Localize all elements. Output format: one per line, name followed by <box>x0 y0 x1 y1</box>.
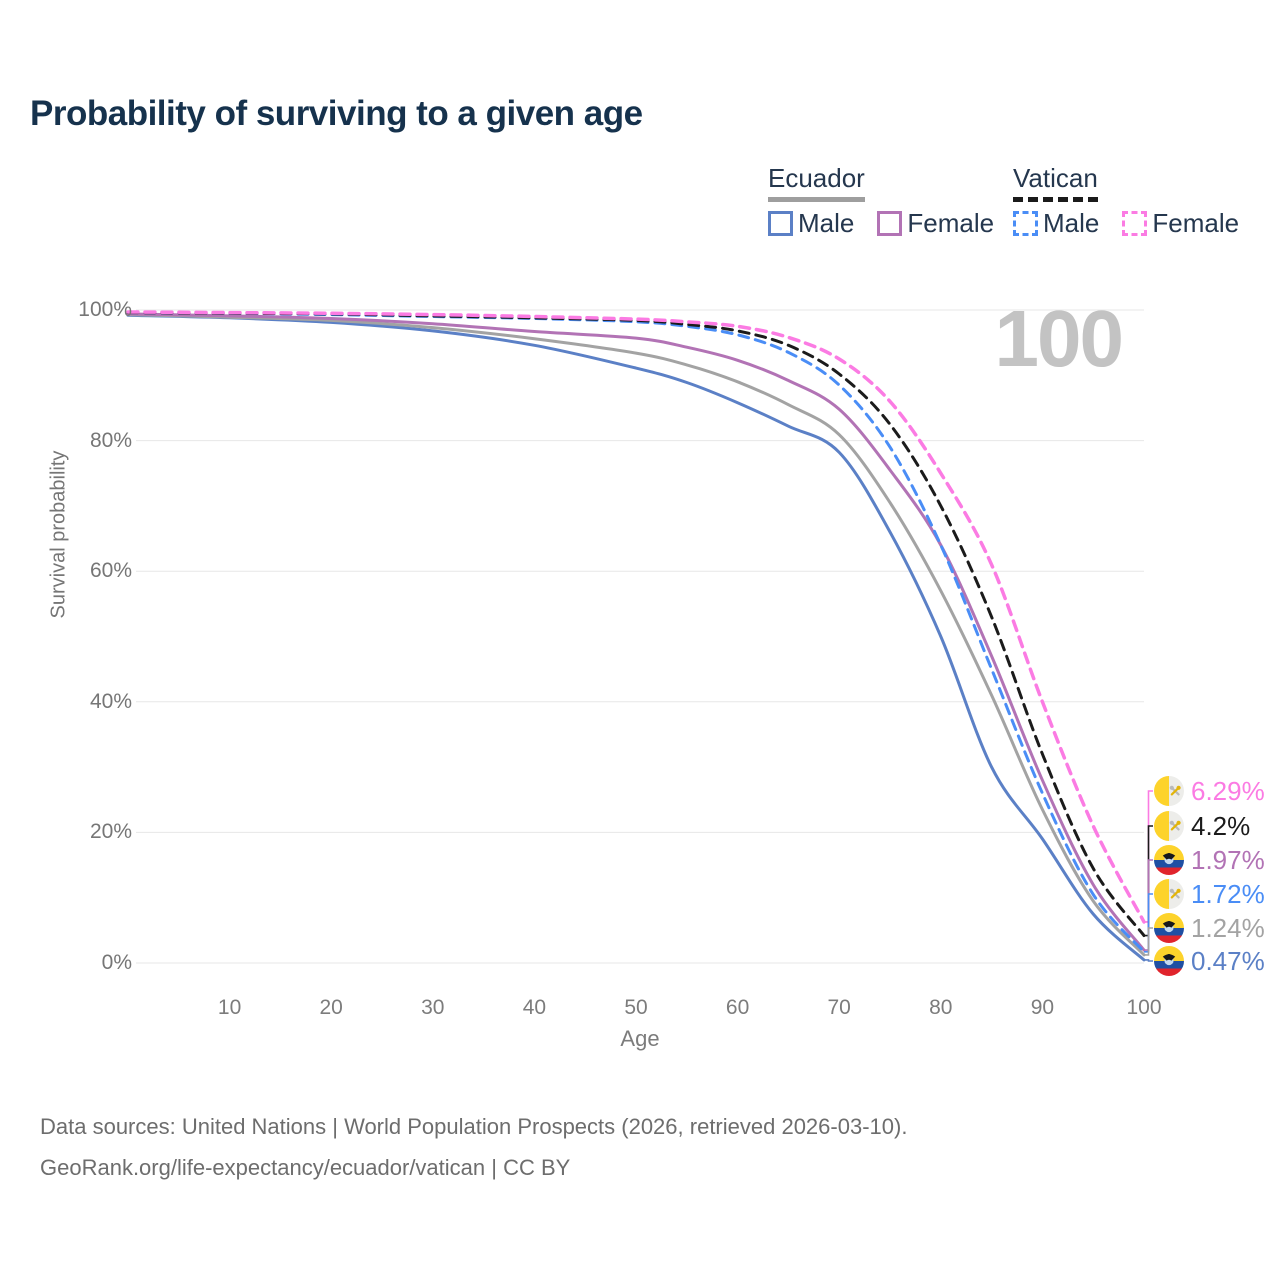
end-value: 1.97% <box>1191 845 1265 875</box>
end-value: 0.47% <box>1191 946 1265 976</box>
y-tick-label: 0% <box>101 951 132 974</box>
x-tick-label: 70 <box>827 996 851 1019</box>
end-label-leader-line <box>1144 893 1153 953</box>
legend-label: Female <box>1152 208 1240 238</box>
series-line-vatican[interactable] <box>126 311 1146 938</box>
end-value: 1.72% <box>1191 879 1265 909</box>
ecuador-flag-icon <box>1154 946 1184 976</box>
series-line-ecuador[interactable] <box>126 313 1146 957</box>
survival-curves-svg <box>126 309 1153 964</box>
footer-line-attribution: GeoRank.org/life-expectancy/ecuador/vati… <box>40 1155 571 1180</box>
ecuador-flag-icon <box>1154 913 1184 943</box>
end-value: 4.2% <box>1191 811 1251 841</box>
x-tick-label: 20 <box>319 996 343 1019</box>
legend-label: Male <box>1043 208 1100 238</box>
x-tick-label: 40 <box>522 996 547 1019</box>
x-tick-label: 10 <box>217 996 242 1019</box>
legend-item-vatican-female[interactable]: Female <box>1122 208 1240 238</box>
y-tick-label: 20% <box>89 820 132 844</box>
end-label-vatican-male: 1.72% <box>1154 879 1265 909</box>
end-label-ecuador-male: 0.47% <box>1154 946 1265 976</box>
end-label-ecuador-total: 1.24% <box>1154 913 1265 943</box>
x-tick-label: 80 <box>929 996 953 1019</box>
x-tick-label: 100 <box>1126 996 1162 1019</box>
y-tick-label: 80% <box>89 428 132 452</box>
series-line-vatican-male[interactable] <box>126 311 1146 954</box>
legend-key-vatican-male[interactable] <box>1013 211 1038 236</box>
legend-item-vatican-male[interactable]: Male <box>1013 208 1100 238</box>
chart-title: Probability of surviving to a given age <box>30 94 643 133</box>
data-sources-footer: Data sources: United Nations | World Pop… <box>40 1106 907 1188</box>
x-tick-label: 30 <box>421 996 445 1019</box>
y-tick-label: 60% <box>89 559 132 583</box>
legend-group-ecuador: Ecuador Male Female <box>768 163 994 236</box>
y-tick-label: 40% <box>89 689 132 713</box>
vatican-flag-icon <box>1154 879 1184 909</box>
x-axis-title: Age <box>620 1026 660 1051</box>
legend-label: Female <box>907 208 995 238</box>
legend-key-ecuador-male[interactable] <box>768 211 793 236</box>
footer-line-sources: Data sources: United Nations | World Pop… <box>40 1114 908 1139</box>
end-label-leader-line <box>1144 959 1153 962</box>
x-tick-label: 90 <box>1030 996 1055 1019</box>
chart-plot-area: 100 Survival probability Age 6.29% 4.2% … <box>47 294 1265 1051</box>
y-axis-title: Survival probability <box>47 450 70 619</box>
series-line-ecuador-female[interactable] <box>126 312 1146 952</box>
y-tick-label: 100% <box>78 298 132 321</box>
series-line-vatican-female[interactable] <box>126 310 1146 924</box>
legend-label: Male <box>798 208 855 238</box>
end-label-ecuador-female: 1.97% <box>1154 845 1265 875</box>
legend-key-ecuador-female[interactable] <box>877 211 903 236</box>
legend-key-vatican-female[interactable] <box>1122 211 1148 236</box>
end-label-leader-line <box>1144 927 1153 956</box>
age-counter-watermark: 100 <box>994 294 1124 383</box>
legend-item-ecuador-female[interactable]: Female <box>877 208 995 238</box>
end-value: 6.29% <box>1191 776 1265 806</box>
legend-country-ecuador[interactable]: Ecuador <box>768 163 865 202</box>
legend-group-vatican: Vatican Male Female <box>1013 163 1239 236</box>
end-label-vatican-total: 4.2% <box>1154 811 1250 841</box>
vatican-flag-icon <box>1154 811 1184 841</box>
legend-country-vatican[interactable]: Vatican <box>1013 163 1098 202</box>
end-label-vatican-female: 6.29% <box>1154 776 1265 806</box>
end-value: 1.24% <box>1191 913 1265 943</box>
ecuador-flag-icon <box>1154 845 1184 875</box>
vatican-flag-icon <box>1154 776 1184 806</box>
series-line-ecuador-male[interactable] <box>126 313 1146 962</box>
x-tick-label: 50 <box>624 996 648 1019</box>
x-tick-label: 60 <box>725 996 750 1019</box>
legend-item-ecuador-male[interactable]: Male <box>768 208 855 238</box>
